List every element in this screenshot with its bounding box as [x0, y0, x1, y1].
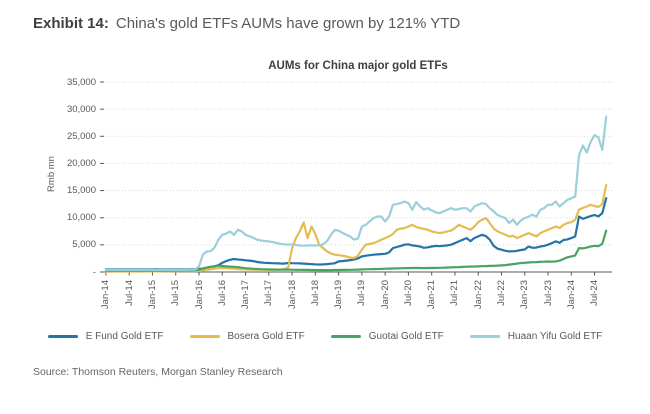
- legend-swatch: [330, 334, 361, 339]
- y-axis-label: 25,000: [66, 130, 96, 142]
- x-axis-label: Jul-18: [309, 280, 321, 306]
- legend-label: Guotai Gold ETF: [368, 331, 444, 342]
- x-axis-label: Jul-23: [542, 280, 554, 306]
- series-line-huaan-yifu-gold-etf: [104, 115, 608, 271]
- x-axis-label: Jan-15: [146, 280, 158, 310]
- exhibit-title: Exhibit 14: China's gold ETFs AUMs have g…: [33, 14, 633, 33]
- legend-swatch: [47, 334, 78, 339]
- y-axis-label: 15,000: [66, 185, 96, 197]
- x-axis-label: Jan-20: [379, 280, 391, 310]
- y-axis-label: 5,000: [72, 239, 96, 251]
- legend-swatch: [189, 334, 220, 339]
- y-axis-label: 35,000: [66, 76, 96, 88]
- x-axis-label: Jul-22: [495, 280, 507, 306]
- y-axis-label: -: [92, 266, 96, 278]
- x-axis-label: Jan-17: [240, 280, 252, 310]
- source-note: Source: Thomson Reuters, Morgan Stanley …: [33, 366, 283, 378]
- series-line-guotai-gold-etf: [104, 229, 608, 272]
- x-axis-label: Jan-14: [100, 280, 112, 310]
- x-axis-label: Jan-21: [426, 280, 438, 310]
- chart-title: AUMs for China major gold ETFs: [268, 60, 448, 72]
- x-axis-label: Jan-22: [472, 280, 484, 310]
- x-axis-label: Jan-18: [286, 280, 298, 310]
- legend-label: Bosera Gold ETF: [227, 331, 305, 342]
- x-axis-label: Jul-15: [170, 280, 182, 306]
- x-axis-label: Jul-21: [449, 280, 461, 306]
- legend-item: Bosera Gold ETF: [189, 331, 305, 342]
- legend-label: E Fund Gold ETF: [85, 331, 164, 342]
- x-axis-label: Jan-16: [193, 280, 205, 310]
- legend-item: Guotai Gold ETF: [330, 331, 444, 342]
- plot-area: [100, 81, 612, 276]
- x-axis-label: Jan-19: [333, 280, 345, 310]
- exhibit-title-text: China's gold ETFs AUMs have grown by 121…: [115, 15, 461, 32]
- x-axis-label: Jan-24: [565, 280, 577, 310]
- x-axis-label: Jul-19: [356, 280, 368, 306]
- y-axis-label: 20,000: [66, 157, 96, 169]
- y-axis-label: 30,000: [66, 103, 96, 115]
- x-axis-label: Jul-14: [123, 280, 135, 306]
- x-axis-label: Jul-20: [402, 280, 414, 306]
- legend: E Fund Gold ETF Bosera Gold ETF Guotai Gol…: [0, 331, 650, 342]
- x-axis-label: Jul-16: [216, 280, 228, 306]
- legend-label: Huaan Yifu Gold ETF: [507, 331, 603, 342]
- legend-swatch: [469, 334, 500, 339]
- x-axis-label: Jan-23: [519, 280, 531, 310]
- x-axis-label: Jul-24: [589, 280, 601, 306]
- y-axis-label: 10,000: [66, 212, 96, 224]
- line-chart: [100, 81, 612, 276]
- legend-item: Huaan Yifu Gold ETF: [469, 331, 603, 342]
- x-axis-label: Jul-17: [263, 280, 275, 306]
- legend-item: E Fund Gold ETF: [47, 331, 164, 342]
- exhibit-number-label: Exhibit 14:: [33, 15, 109, 32]
